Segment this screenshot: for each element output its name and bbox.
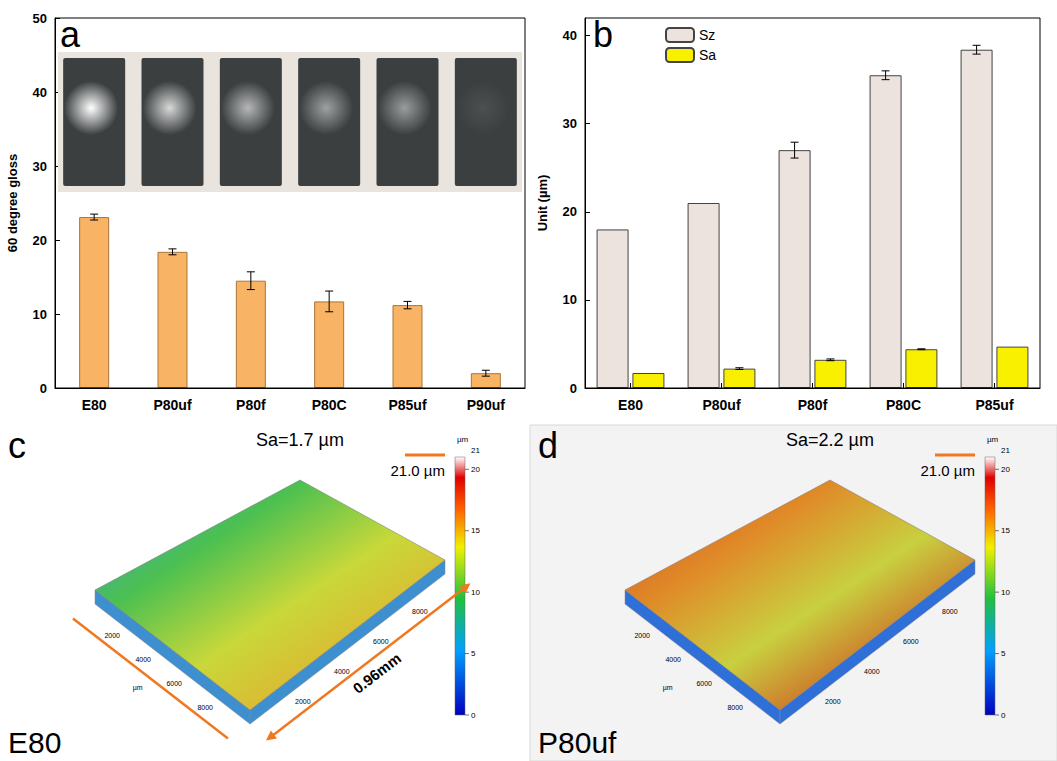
svg-text:10: 10	[563, 292, 577, 307]
svg-text:60 degree gloss: 60 degree gloss	[5, 154, 20, 252]
svg-text:6000: 6000	[903, 638, 919, 645]
svg-text:P80uf: P80uf	[153, 397, 191, 413]
svg-text:2000: 2000	[295, 698, 311, 705]
svg-text:5: 5	[471, 649, 476, 658]
svg-text:E80: E80	[618, 397, 643, 413]
svg-text:2000: 2000	[634, 632, 650, 639]
svg-text:6000: 6000	[373, 638, 389, 645]
svg-text:Sa: Sa	[699, 47, 716, 63]
svg-text:P90uf: P90uf	[467, 397, 505, 413]
svg-text:4000: 4000	[334, 668, 350, 675]
svg-text:µm: µm	[987, 435, 999, 444]
svg-text:8000: 8000	[942, 608, 958, 615]
svg-text:P80uf: P80uf	[538, 726, 617, 759]
svg-text:21: 21	[1001, 446, 1010, 455]
svg-text:40: 40	[33, 85, 47, 100]
svg-text:4000: 4000	[135, 656, 151, 663]
svg-text:E80: E80	[8, 726, 61, 759]
svg-text:Sa=1.7 µm: Sa=1.7 µm	[256, 430, 344, 450]
svg-text:8000: 8000	[727, 704, 743, 711]
svg-text:P80C: P80C	[886, 397, 921, 413]
svg-text:0: 0	[570, 381, 577, 396]
svg-text:20: 20	[563, 204, 577, 219]
svg-text:P85uf: P85uf	[975, 397, 1013, 413]
svg-text:P80f: P80f	[236, 397, 266, 413]
svg-text:b: b	[593, 14, 613, 55]
svg-text:15: 15	[471, 526, 480, 535]
svg-text:5: 5	[1001, 649, 1006, 658]
svg-text:10: 10	[33, 307, 47, 322]
svg-text:0: 0	[40, 381, 47, 396]
svg-text:2000: 2000	[825, 698, 841, 705]
svg-text:6000: 6000	[696, 680, 712, 687]
svg-text:c: c	[8, 425, 26, 466]
svg-text:4000: 4000	[665, 656, 681, 663]
svg-text:8000: 8000	[412, 608, 428, 615]
svg-text:15: 15	[1001, 526, 1010, 535]
svg-text:6000: 6000	[166, 680, 182, 687]
svg-text:21.0 µm: 21.0 µm	[921, 462, 976, 479]
svg-text:Unit (µm): Unit (µm)	[535, 175, 550, 232]
svg-text:µm: µm	[133, 684, 143, 692]
svg-text:20: 20	[1001, 465, 1010, 474]
svg-text:Sz: Sz	[699, 27, 715, 43]
svg-text:8000: 8000	[197, 704, 213, 711]
svg-text:0: 0	[1001, 711, 1006, 720]
svg-text:50: 50	[33, 11, 47, 26]
svg-text:µm: µm	[663, 684, 673, 692]
svg-text:21.0 µm: 21.0 µm	[391, 462, 446, 479]
svg-text:0.96mm: 0.96mm	[349, 649, 404, 697]
svg-text:10: 10	[1001, 588, 1010, 597]
svg-text:µm: µm	[457, 435, 469, 444]
svg-text:4000: 4000	[864, 668, 880, 675]
svg-text:30: 30	[33, 159, 47, 174]
svg-text:Sa=2.2 µm: Sa=2.2 µm	[786, 430, 874, 450]
svg-text:2000: 2000	[104, 632, 120, 639]
svg-text:P85uf: P85uf	[388, 397, 426, 413]
svg-text:40: 40	[563, 28, 577, 43]
svg-text:P80C: P80C	[312, 397, 347, 413]
svg-text:20: 20	[33, 233, 47, 248]
svg-text:E80: E80	[82, 397, 107, 413]
svg-text:0: 0	[471, 711, 476, 720]
svg-text:P80uf: P80uf	[702, 397, 740, 413]
svg-text:d: d	[538, 425, 558, 466]
svg-text:20: 20	[471, 465, 480, 474]
svg-text:10: 10	[471, 588, 480, 597]
svg-text:P80f: P80f	[798, 397, 828, 413]
svg-text:a: a	[60, 14, 81, 55]
svg-text:21: 21	[471, 446, 480, 455]
svg-text:30: 30	[563, 116, 577, 131]
